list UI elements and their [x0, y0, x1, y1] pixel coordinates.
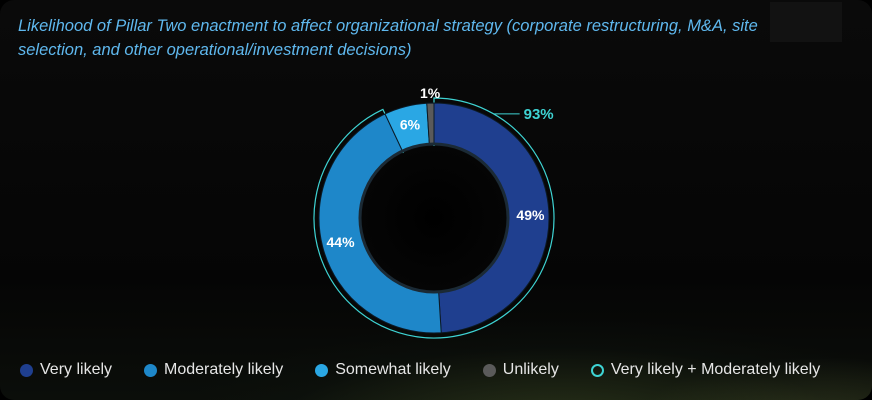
legend-label: Unlikely [502, 361, 559, 378]
slice-label-unlikely: 1% [420, 85, 441, 101]
legend-item-somewhat-likely[interactable]: Somewhat likely [315, 361, 451, 379]
legend-item-unlikely[interactable]: Unlikely [482, 361, 559, 379]
chart-title: Likelihood of Pillar Two enactment to af… [18, 17, 758, 59]
legend-swatch-somewhat-likely [315, 363, 329, 377]
legend-swatch-moderately-likely [144, 363, 158, 377]
legend-swatch-unlikely [482, 363, 496, 377]
legend-item-very-likely[interactable]: Very likely [20, 361, 112, 379]
legend-label: Moderately likely [164, 361, 284, 378]
slice-label-somewhat-likely: 6% [400, 117, 421, 133]
slice-labels: 49% 44% 6% 1% 93% [327, 85, 554, 250]
slice-label-very-likely: 49% [516, 207, 545, 223]
legend-item-combined[interactable]: Very likely + Moderately likely [590, 361, 821, 379]
combined-label: 93% [524, 106, 554, 123]
legend: Very likely Moderately likely Somewhat l… [20, 361, 820, 379]
legend-swatch-very-likely [20, 363, 33, 377]
legend-swatch-combined [590, 363, 604, 377]
donut-hole-ring [358, 142, 510, 294]
legend-item-moderately-likely[interactable]: Moderately likely [144, 361, 283, 379]
corner-panel [770, 2, 842, 42]
donut-slices [318, 102, 550, 334]
legend-label: Somewhat likely [335, 361, 451, 378]
legend-label: Very likely [40, 361, 113, 378]
slice-label-moderately-likely: 44% [327, 234, 356, 250]
legend-label: Very likely + Moderately likely [610, 361, 821, 378]
donut-hole [362, 146, 506, 290]
